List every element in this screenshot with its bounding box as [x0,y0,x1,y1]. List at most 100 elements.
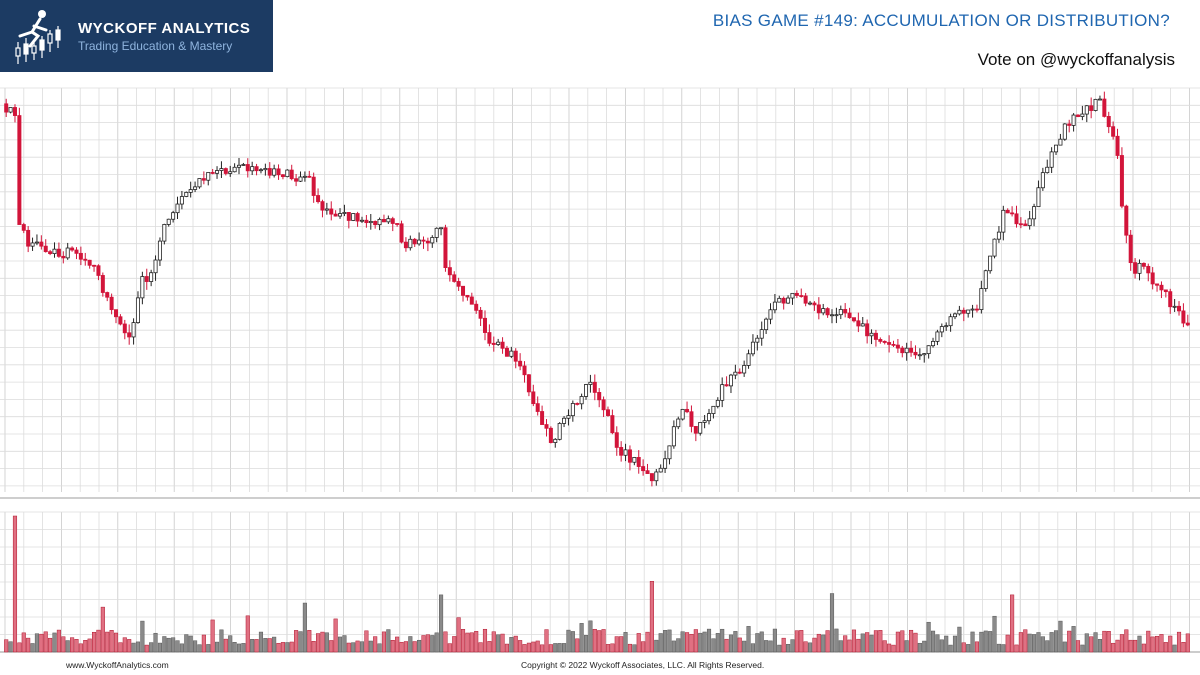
price-bar [926,345,931,355]
price-bar [1150,272,1155,285]
volume-bar [359,641,365,653]
price-bar [584,384,589,397]
volume-bar [395,636,400,653]
volume-bar [579,623,584,653]
price-bar [469,296,474,305]
price-bar [83,258,88,261]
volume-bar [61,636,66,653]
price-bar [777,297,782,303]
price-bar [834,314,839,317]
volume-bar [1115,639,1120,653]
price-bar [1128,234,1133,264]
price-bar [597,392,602,401]
price-bar [909,347,914,353]
price-bar [614,432,619,448]
volume-bar [834,628,839,653]
volume-bar [948,644,953,653]
price-bar [307,175,312,178]
price-bar [500,341,505,349]
price-bar [623,449,628,456]
price-bar [1045,166,1050,174]
price-bar [689,411,694,427]
price-bar [461,285,466,296]
volume-bar [162,636,167,653]
price-bar [258,169,263,172]
volume-bar [1137,635,1142,653]
volume-bar [851,629,857,653]
price-bar [764,318,769,331]
price-bar [452,274,457,282]
volume-bar [698,632,703,653]
price-bar [1032,206,1037,220]
volume-bar [887,643,892,653]
volume-bar [17,642,22,653]
volume-bar [689,633,694,653]
volume-bar [1163,642,1168,653]
price-bar [632,457,637,463]
price-bar [1155,283,1160,286]
volume-bar [412,641,417,653]
volume-bar [39,633,44,653]
price-bar [320,201,325,211]
price-bar [535,403,540,412]
price-bar [904,347,909,354]
volume-bar [43,631,48,653]
price-bar [715,399,720,407]
price-bar [1181,310,1186,324]
price-bar [737,371,742,374]
price-bar [285,169,290,178]
price-bar [750,341,755,355]
volume-bar [786,644,791,653]
price-bar [575,403,580,405]
volume-bar [439,594,444,653]
volume-bar [1146,630,1151,653]
price-bar [627,449,632,463]
volume-bar [904,640,909,653]
volume-bar [1005,634,1010,653]
price-bar [983,270,988,289]
volume-bar [70,637,75,653]
volume-bar [289,641,294,653]
volume-bar [1172,644,1177,653]
price-bar [127,332,132,338]
price-bar [219,168,224,171]
price-bar [430,237,435,244]
price-bar [364,219,369,224]
volume-bar [988,631,993,653]
vote-subtitle: Vote on @wyckoffanalysis [977,50,1175,69]
volume-bar [1119,634,1124,653]
volume-bar [236,643,242,653]
price-bar [755,337,760,343]
volume-bar [1159,634,1164,653]
price-bar [241,164,246,166]
price-bar [1172,305,1177,308]
volume-bar [100,606,105,653]
volume-bar [605,644,611,653]
price-bar [917,354,922,357]
price-bar [1111,126,1116,137]
price-bar [641,466,646,472]
price-bar [579,396,584,405]
price-bar [496,341,501,345]
volume-bar [952,635,958,653]
price-bar [346,212,351,221]
price-bar [966,309,971,314]
price-bar [52,248,57,255]
price-bar [1115,135,1120,156]
price-bar [39,241,44,247]
price-bar [667,445,672,460]
volume-bar [983,630,988,653]
volume-bar [654,639,659,653]
price-bar [562,417,567,424]
price-bar [105,292,110,298]
price-bar [368,221,373,224]
volume-bar [329,640,334,653]
volume-bar [926,621,931,653]
price-bar [223,168,228,174]
volume-bar [540,644,545,653]
price-bar [237,164,242,168]
price-bar [403,241,408,249]
price-bar [979,288,984,310]
price-bar [944,325,949,328]
price-bar [188,189,193,193]
